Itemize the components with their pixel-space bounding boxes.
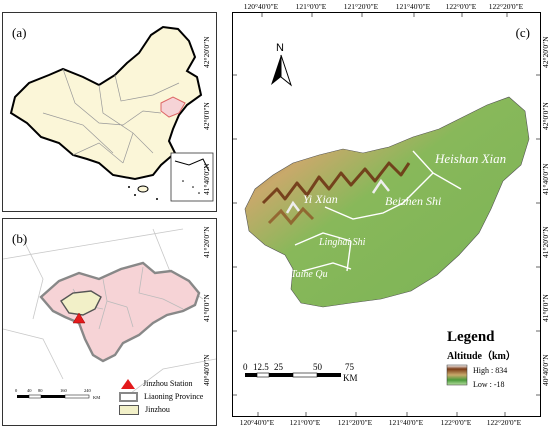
label-beizhen: Beizhen Shi — [385, 194, 441, 208]
jinzhou-region — [60, 290, 102, 316]
fill-swatch — [119, 404, 139, 415]
liaoning-map-svg: 0 40 80 160 240 KM — [3, 228, 216, 400]
panel-b-liaoning-map: (b) 0 40 80 160 240 KM Jinzhou Station — [2, 218, 217, 426]
scale-b-40: 40 — [27, 388, 32, 393]
panel-b-label: (b) — [12, 231, 28, 246]
north-arrow-icon — [271, 54, 293, 87]
scale-c-50: 50 — [313, 362, 323, 372]
liaoning-province — [39, 261, 201, 363]
panel-b-legend: Jinzhou Station Liaoning Province Jinzho… — [119, 377, 203, 416]
legend-low: Low : -18 — [473, 380, 505, 389]
panel-a-label: (a) — [12, 25, 27, 40]
scale-c-12: 12.5 — [253, 362, 269, 372]
scale-c-unit: KM — [343, 373, 358, 383]
north-label: N — [276, 42, 284, 54]
scale-b-0: 0 — [15, 388, 18, 393]
panel-a-china-map: (a) — [2, 12, 217, 212]
panel-c-altitude-map: (c) — [232, 12, 541, 417]
label-linghai: Linghai Shi — [318, 237, 366, 248]
altitude-map-svg: Heishan Xian Yi Xian Beizhen Shi Linghai… — [233, 13, 540, 416]
scale-b-240: 240 — [84, 388, 92, 393]
label-heishan: Heishan Xian — [434, 151, 506, 166]
legend-subtitle: Altitude（km） — [447, 349, 516, 362]
legend-station: Jinzhou Station — [119, 377, 203, 390]
legend-title: Legend — [447, 329, 495, 345]
panel-b-scale-bar — [17, 394, 90, 399]
scale-b-80: 80 — [38, 388, 43, 393]
china-outline — [9, 25, 203, 181]
south-china-sea-inset — [170, 152, 214, 202]
altitude-gradient-swatch — [446, 364, 468, 386]
liaoning-highlight — [160, 96, 186, 118]
jinzhou-station-marker — [72, 312, 86, 324]
panel-c-label: (c) — [515, 25, 530, 40]
legend-high: High : 834 — [473, 366, 507, 375]
scale-b-160: 160 — [60, 388, 68, 393]
jinzhou-terrain — [244, 96, 530, 308]
label-yi: Yi Xian — [303, 192, 338, 206]
scale-c-25: 25 — [274, 362, 284, 372]
scale-b-unit: KM — [93, 395, 100, 400]
china-map-svg — [9, 25, 214, 202]
legend-jinzhou: Jinzhou — [119, 403, 203, 416]
panel-c-scale-bar — [245, 372, 341, 378]
scale-c-0: 0 — [243, 362, 248, 372]
outline-swatch — [119, 391, 138, 402]
triangle-icon — [121, 378, 135, 389]
legend-liaoning: Liaoning Province — [119, 390, 203, 403]
label-taihe: Taihe Qu — [291, 269, 328, 280]
scale-c-75: 75 — [345, 362, 355, 372]
